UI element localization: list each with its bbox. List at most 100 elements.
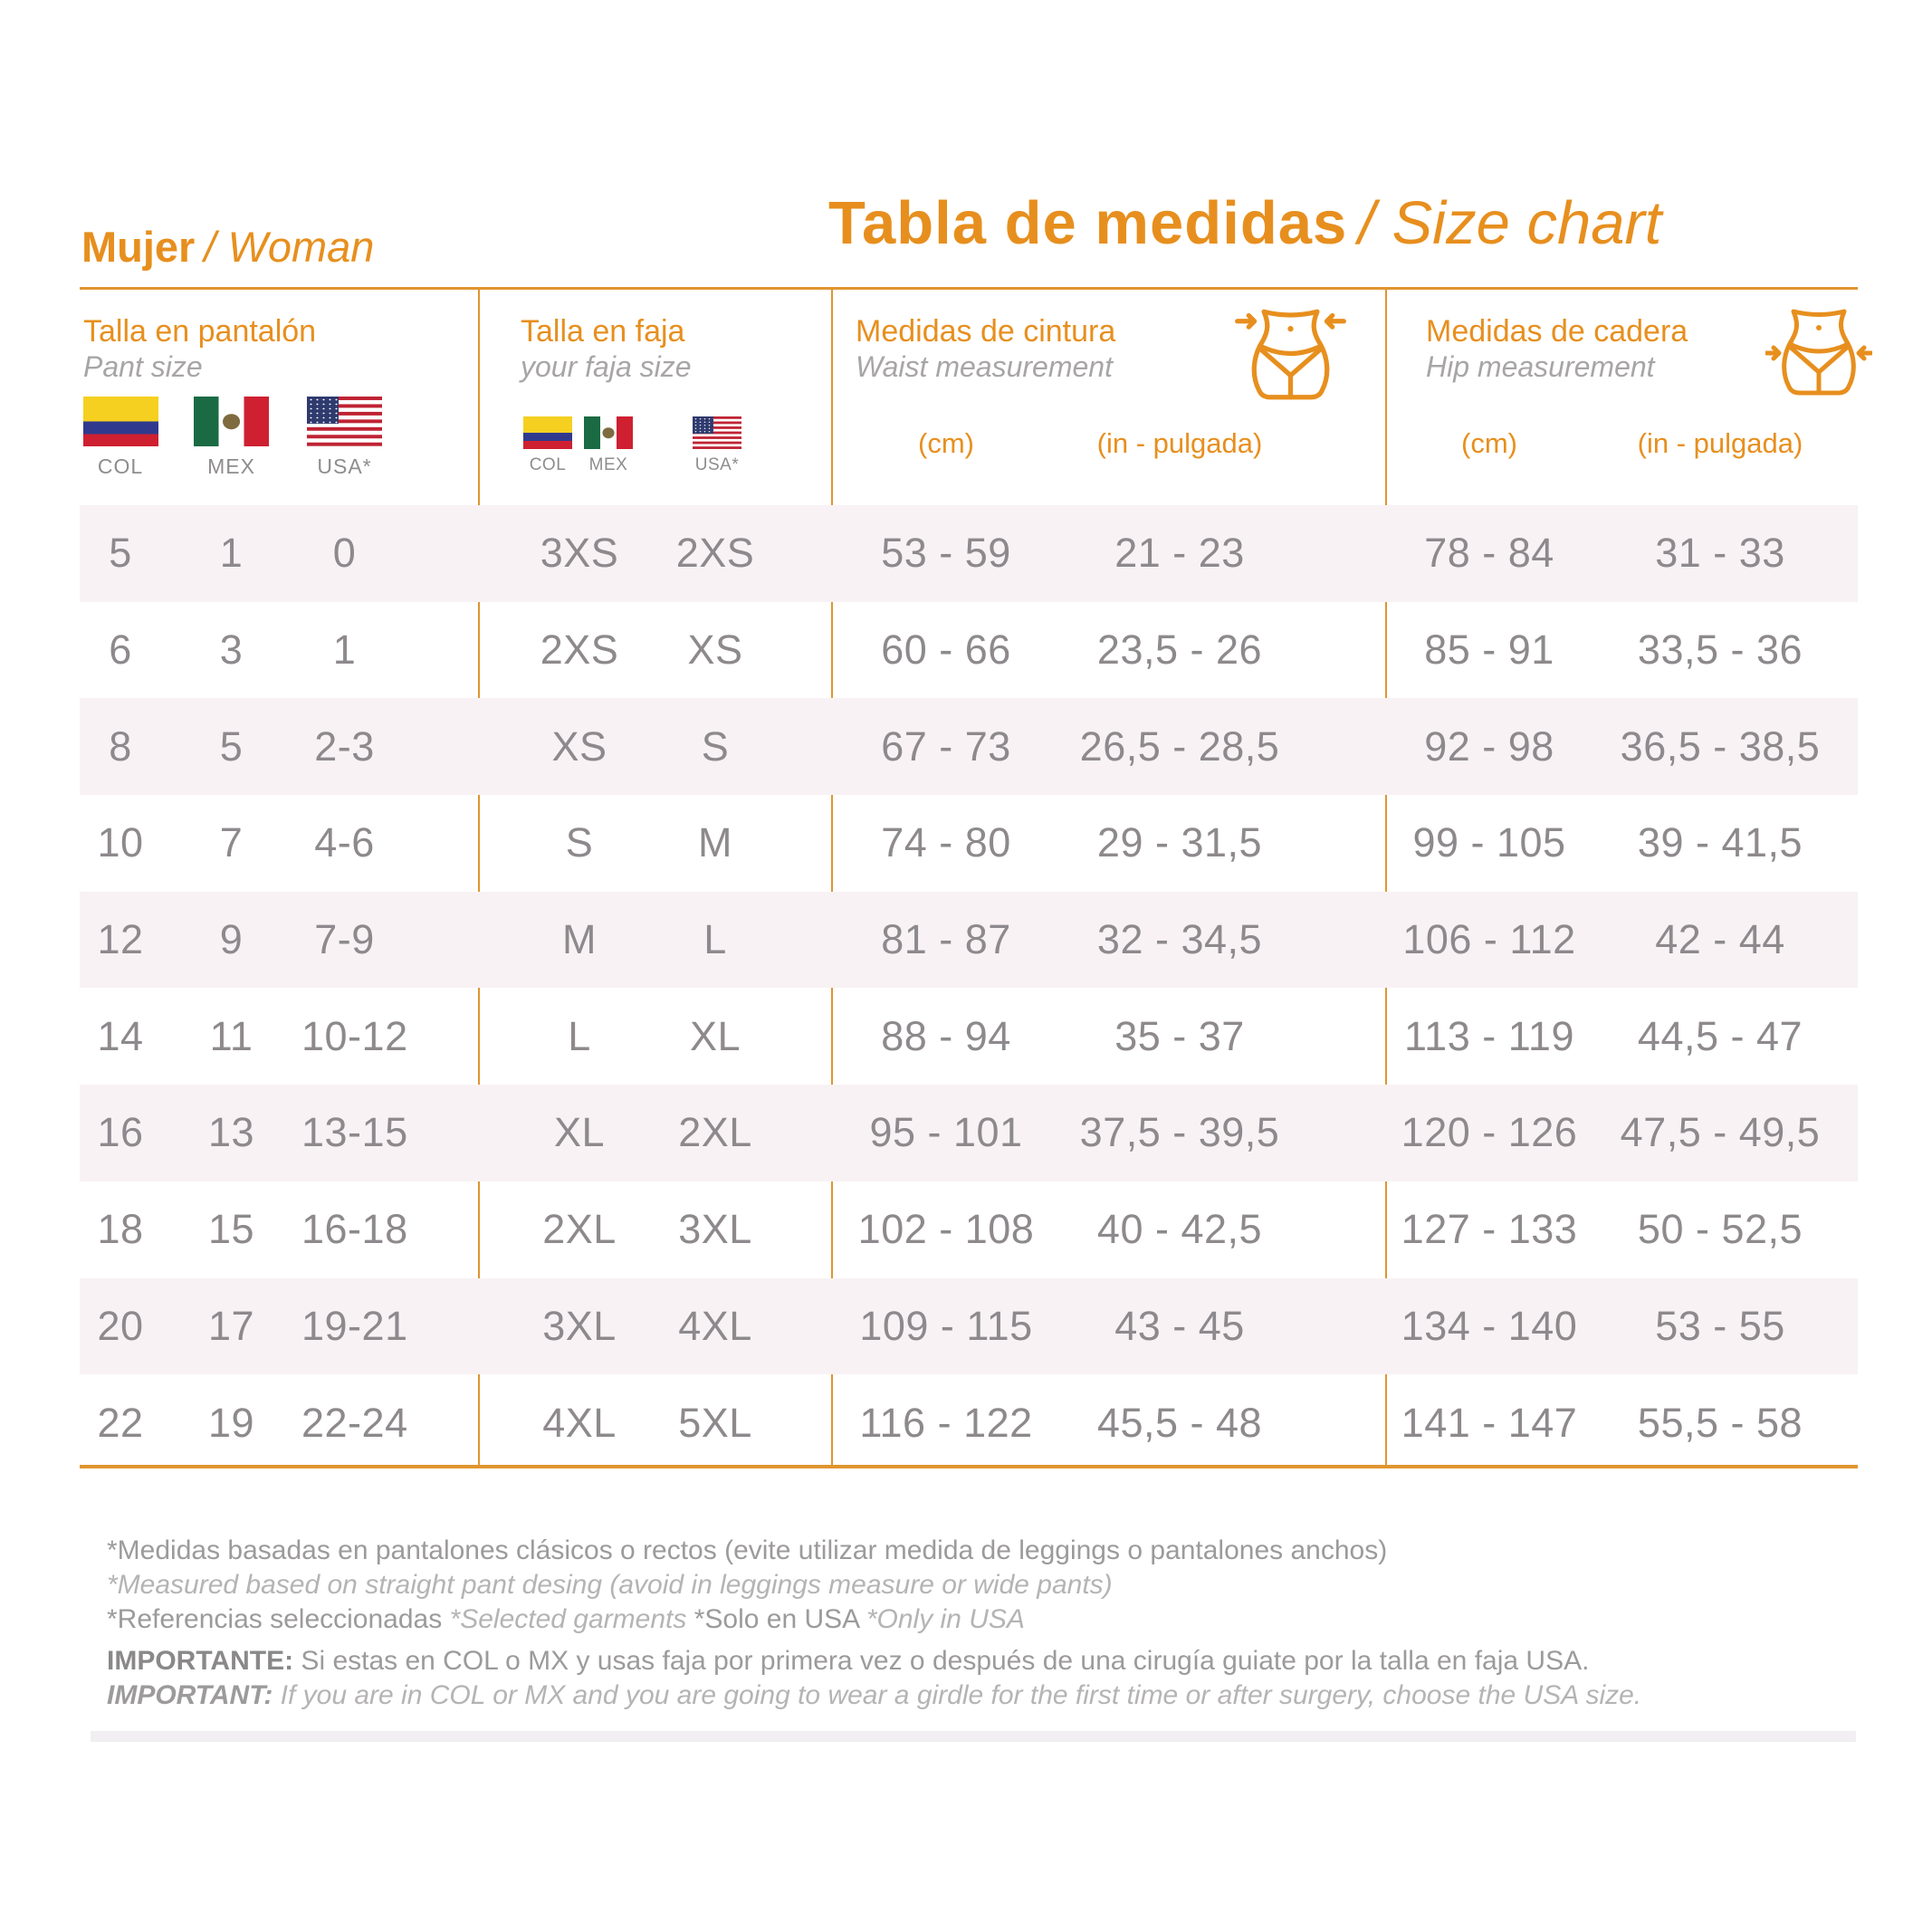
row-group: L XL [478, 1013, 831, 1060]
size-value: 53 - 59 [881, 530, 1011, 577]
faja-size-title-es: Talla en faja [521, 314, 685, 349]
row-group: 16 13 13-15 [80, 1109, 478, 1156]
page-title-size-chart: Tabla de medidas / Size chart [828, 188, 1661, 258]
row-group: 8 5 2-3 [80, 723, 478, 770]
size-value: 4-6 [314, 819, 375, 866]
size-value: 17 [207, 1302, 255, 1349]
size-value: 16 [97, 1109, 144, 1156]
flag-label: COL [529, 455, 567, 474]
row-group: 5 1 0 [80, 530, 478, 577]
size-value: 134 - 140 [1401, 1302, 1578, 1349]
row-group: 78 - 84 31 - 33 [1385, 530, 1858, 577]
size-value: 40 - 42,5 [1096, 1206, 1263, 1253]
faja-size-flags: COL MEX USA* [478, 416, 831, 489]
table-row: 10 7 4-6 S M 74 - 80 29 - 31,5 99 - 105 39 - 41,… [80, 795, 1858, 892]
row-group: 2XL 3XL [478, 1206, 831, 1253]
size-value: 3XL [542, 1302, 617, 1349]
column-divider [478, 290, 480, 1465]
row-group: 10 7 4-6 [80, 819, 478, 866]
flag-cell-usa: USA* [307, 397, 382, 479]
size-value: 19 [207, 1399, 255, 1446]
size-value: 50 - 52,5 [1637, 1206, 1803, 1253]
size-value: 53 - 55 [1655, 1302, 1785, 1349]
unit-cm: (cm) [1461, 427, 1517, 459]
size-value: 4XL [542, 1399, 617, 1446]
column-divider [1385, 290, 1387, 1465]
note-measure-en: *Measured based on straight pant desing … [107, 1570, 1113, 1600]
row-group: 2XS XS [478, 626, 831, 674]
size-value: 43 - 45 [1114, 1302, 1245, 1349]
size-value: 78 - 84 [1424, 530, 1554, 577]
row-group: 74 - 80 29 - 31,5 [831, 819, 1385, 866]
size-value: 35 - 37 [1114, 1012, 1245, 1059]
column-group-waist: Medidas de cintura Waist measurement [831, 290, 1385, 505]
row-group: 127 - 133 50 - 52,5 [1385, 1206, 1858, 1253]
size-value: S [701, 722, 730, 770]
size-value: 3XL [678, 1206, 752, 1253]
size-value: 85 - 91 [1424, 626, 1554, 674]
note-usa-only-en: *Only in USA [866, 1604, 1025, 1634]
size-value: 14 [97, 1012, 144, 1059]
row-group: 4XL 5XL [478, 1400, 831, 1447]
note-important-en: IMPORTANT: If you are in COL or MX and y… [107, 1679, 1641, 1713]
size-value: 102 - 108 [857, 1206, 1035, 1253]
size-value: 141 - 147 [1401, 1399, 1578, 1446]
size-value: 13 [207, 1109, 255, 1156]
size-value: 1 [219, 530, 244, 577]
pant-size-flags: COL MEX USA* [80, 397, 478, 479]
table-row: 12 9 7-9 M L 81 - 87 32 - 34,5 106 - 112 42 - 44 [80, 891, 1858, 989]
size-value: 127 - 133 [1401, 1206, 1578, 1253]
size-value: 92 - 98 [1424, 722, 1554, 770]
size-value: XL [553, 1109, 606, 1156]
waist-title-en: Waist measurement [856, 350, 1113, 383]
title-woman-es: Mujer [81, 223, 196, 271]
flag-label: COL [97, 454, 144, 478]
size-value: 2XL [678, 1109, 752, 1156]
usa-flag-icon [693, 416, 741, 449]
size-value: 120 - 126 [1401, 1109, 1578, 1156]
row-group: 120 - 126 47,5 - 49,5 [1385, 1109, 1858, 1156]
row-group: XL 2XL [478, 1109, 831, 1156]
size-value: XL [689, 1012, 741, 1059]
size-value: 13-15 [301, 1109, 408, 1156]
size-value: M [562, 916, 597, 963]
size-value: XS [687, 626, 743, 674]
unit-inches: (in - pulgada) [1096, 427, 1263, 459]
size-value: 81 - 87 [881, 916, 1011, 963]
hip-measurement-icon [1764, 306, 1874, 401]
size-value: 45,5 - 48 [1096, 1399, 1263, 1446]
row-group: 3XL 4XL [478, 1303, 831, 1350]
size-value: 11 [209, 1012, 253, 1059]
row-group: 14 11 10-12 [80, 1013, 478, 1060]
size-table: Talla en pantalón Pant size COL MEX USA* [80, 287, 1874, 1468]
title-woman-en: / Woman [204, 223, 375, 271]
note-references-en: *Selected garments [449, 1604, 694, 1634]
row-group: 81 - 87 32 - 34,5 [831, 916, 1385, 963]
note-measure-es: *Medidas basadas en pantalones clásicos … [107, 1535, 1388, 1565]
row-group: XS S [478, 723, 831, 770]
pant-size-title-en: Pant size [83, 350, 203, 383]
hip-title-es: Medidas de cadera [1426, 314, 1688, 349]
size-value: 31 - 33 [1655, 530, 1785, 577]
size-value: L [703, 916, 727, 963]
size-value: 1 [332, 626, 357, 674]
bottom-divider [91, 1731, 1856, 1742]
size-value: XS [551, 722, 607, 770]
table-row: 20 17 19-21 3XL 4XL 109 - 115 43 - 45 134 - 140… [80, 1277, 1858, 1375]
row-group: 106 - 112 42 - 44 [1385, 916, 1858, 963]
size-value: 22 [97, 1399, 144, 1446]
size-value: 113 - 119 [1404, 1012, 1574, 1059]
size-value: 32 - 34,5 [1096, 916, 1263, 963]
size-value: 44,5 - 47 [1637, 1012, 1803, 1059]
important-text-en: If you are in COL or MX and you are goin… [273, 1680, 1642, 1710]
flag-label: MEX [588, 455, 628, 474]
row-group: 6 3 1 [80, 626, 478, 674]
size-value: L [568, 1012, 591, 1059]
table-header: Talla en pantalón Pant size COL MEX USA* [80, 290, 1874, 505]
size-value: 42 - 44 [1655, 916, 1785, 963]
flag-cell-mexico: MEX [584, 416, 633, 475]
footnotes: *Medidas basadas en pantalones clásicos … [107, 1534, 1641, 1713]
row-group: 113 - 119 44,5 - 47 [1385, 1013, 1858, 1060]
